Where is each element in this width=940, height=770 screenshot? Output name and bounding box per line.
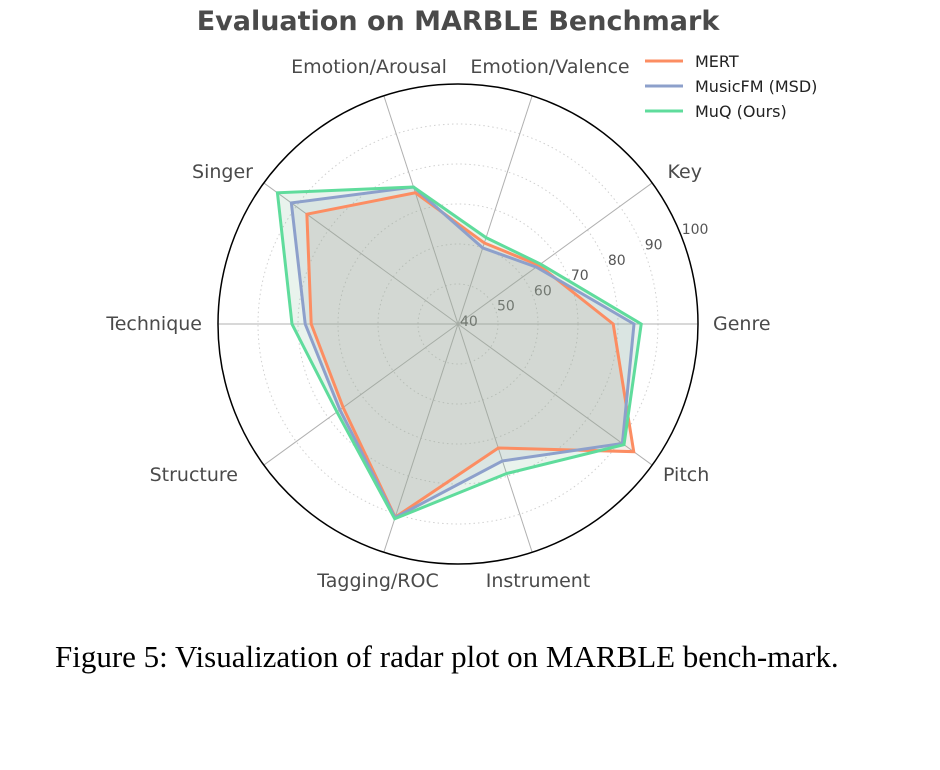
legend: MERT MusicFM (MSD) MuQ (Ours): [645, 52, 817, 121]
r-tick-label: 60: [534, 283, 552, 299]
figure-caption: Figure 5: Visualization of radar plot on…: [55, 639, 839, 674]
legend-label: MusicFM (MSD): [695, 77, 817, 96]
series-line: [305, 191, 636, 520]
category-label: Structure: [150, 464, 238, 486]
series-line: [275, 185, 643, 521]
grid-spoke: [457, 323, 653, 466]
radar-chart: Evaluation on MARBLE Benchmark 40 50 60 70 8…: [105, 6, 817, 592]
series-shade: [306, 192, 634, 518]
r-tick-label: 70: [571, 268, 589, 284]
r-tick-label: 50: [497, 299, 515, 315]
category-label: Tagging/ROC: [316, 570, 438, 592]
grid-spoke: [383, 323, 459, 553]
category-label: Technique: [105, 313, 202, 335]
grid-spoke: [383, 95, 459, 325]
category-label: Pitch: [663, 464, 709, 486]
radar-series: [275, 185, 643, 521]
r-tick-label: 100: [682, 222, 709, 238]
category-label: Key: [668, 161, 702, 183]
grid-spoke: [263, 182, 459, 325]
radar-grid: 40 50 60 70 80 90 100: [217, 83, 709, 565]
chart-title: Evaluation on MARBLE Benchmark: [197, 6, 721, 37]
legend-label: MERT: [695, 52, 739, 71]
axis-labels: Genre Key Emotion/Valence Emotion/Arousal Si…: [105, 56, 770, 592]
r-tick-label: 80: [608, 253, 626, 269]
series-fill: [291, 187, 634, 518]
category-label: Emotion/Valence: [470, 56, 629, 78]
grid-spoke: [457, 323, 533, 553]
r-tick-label: 40: [460, 314, 478, 330]
series-shade: [277, 187, 642, 519]
category-label: Genre: [713, 313, 771, 335]
series-fill: [306, 192, 634, 518]
grid-spoke: [263, 323, 459, 466]
category-label: Instrument: [486, 570, 591, 592]
category-label: Emotion/Arousal: [291, 56, 447, 78]
r-tick-label: 90: [645, 237, 663, 253]
series-line: [289, 185, 636, 520]
series-shade: [291, 187, 634, 518]
outer-ring: [217, 83, 699, 565]
grid-spoke: [457, 182, 653, 325]
grid-spoke: [457, 95, 533, 325]
legend-label: MuQ (Ours): [695, 102, 787, 121]
category-label: Singer: [192, 161, 253, 183]
